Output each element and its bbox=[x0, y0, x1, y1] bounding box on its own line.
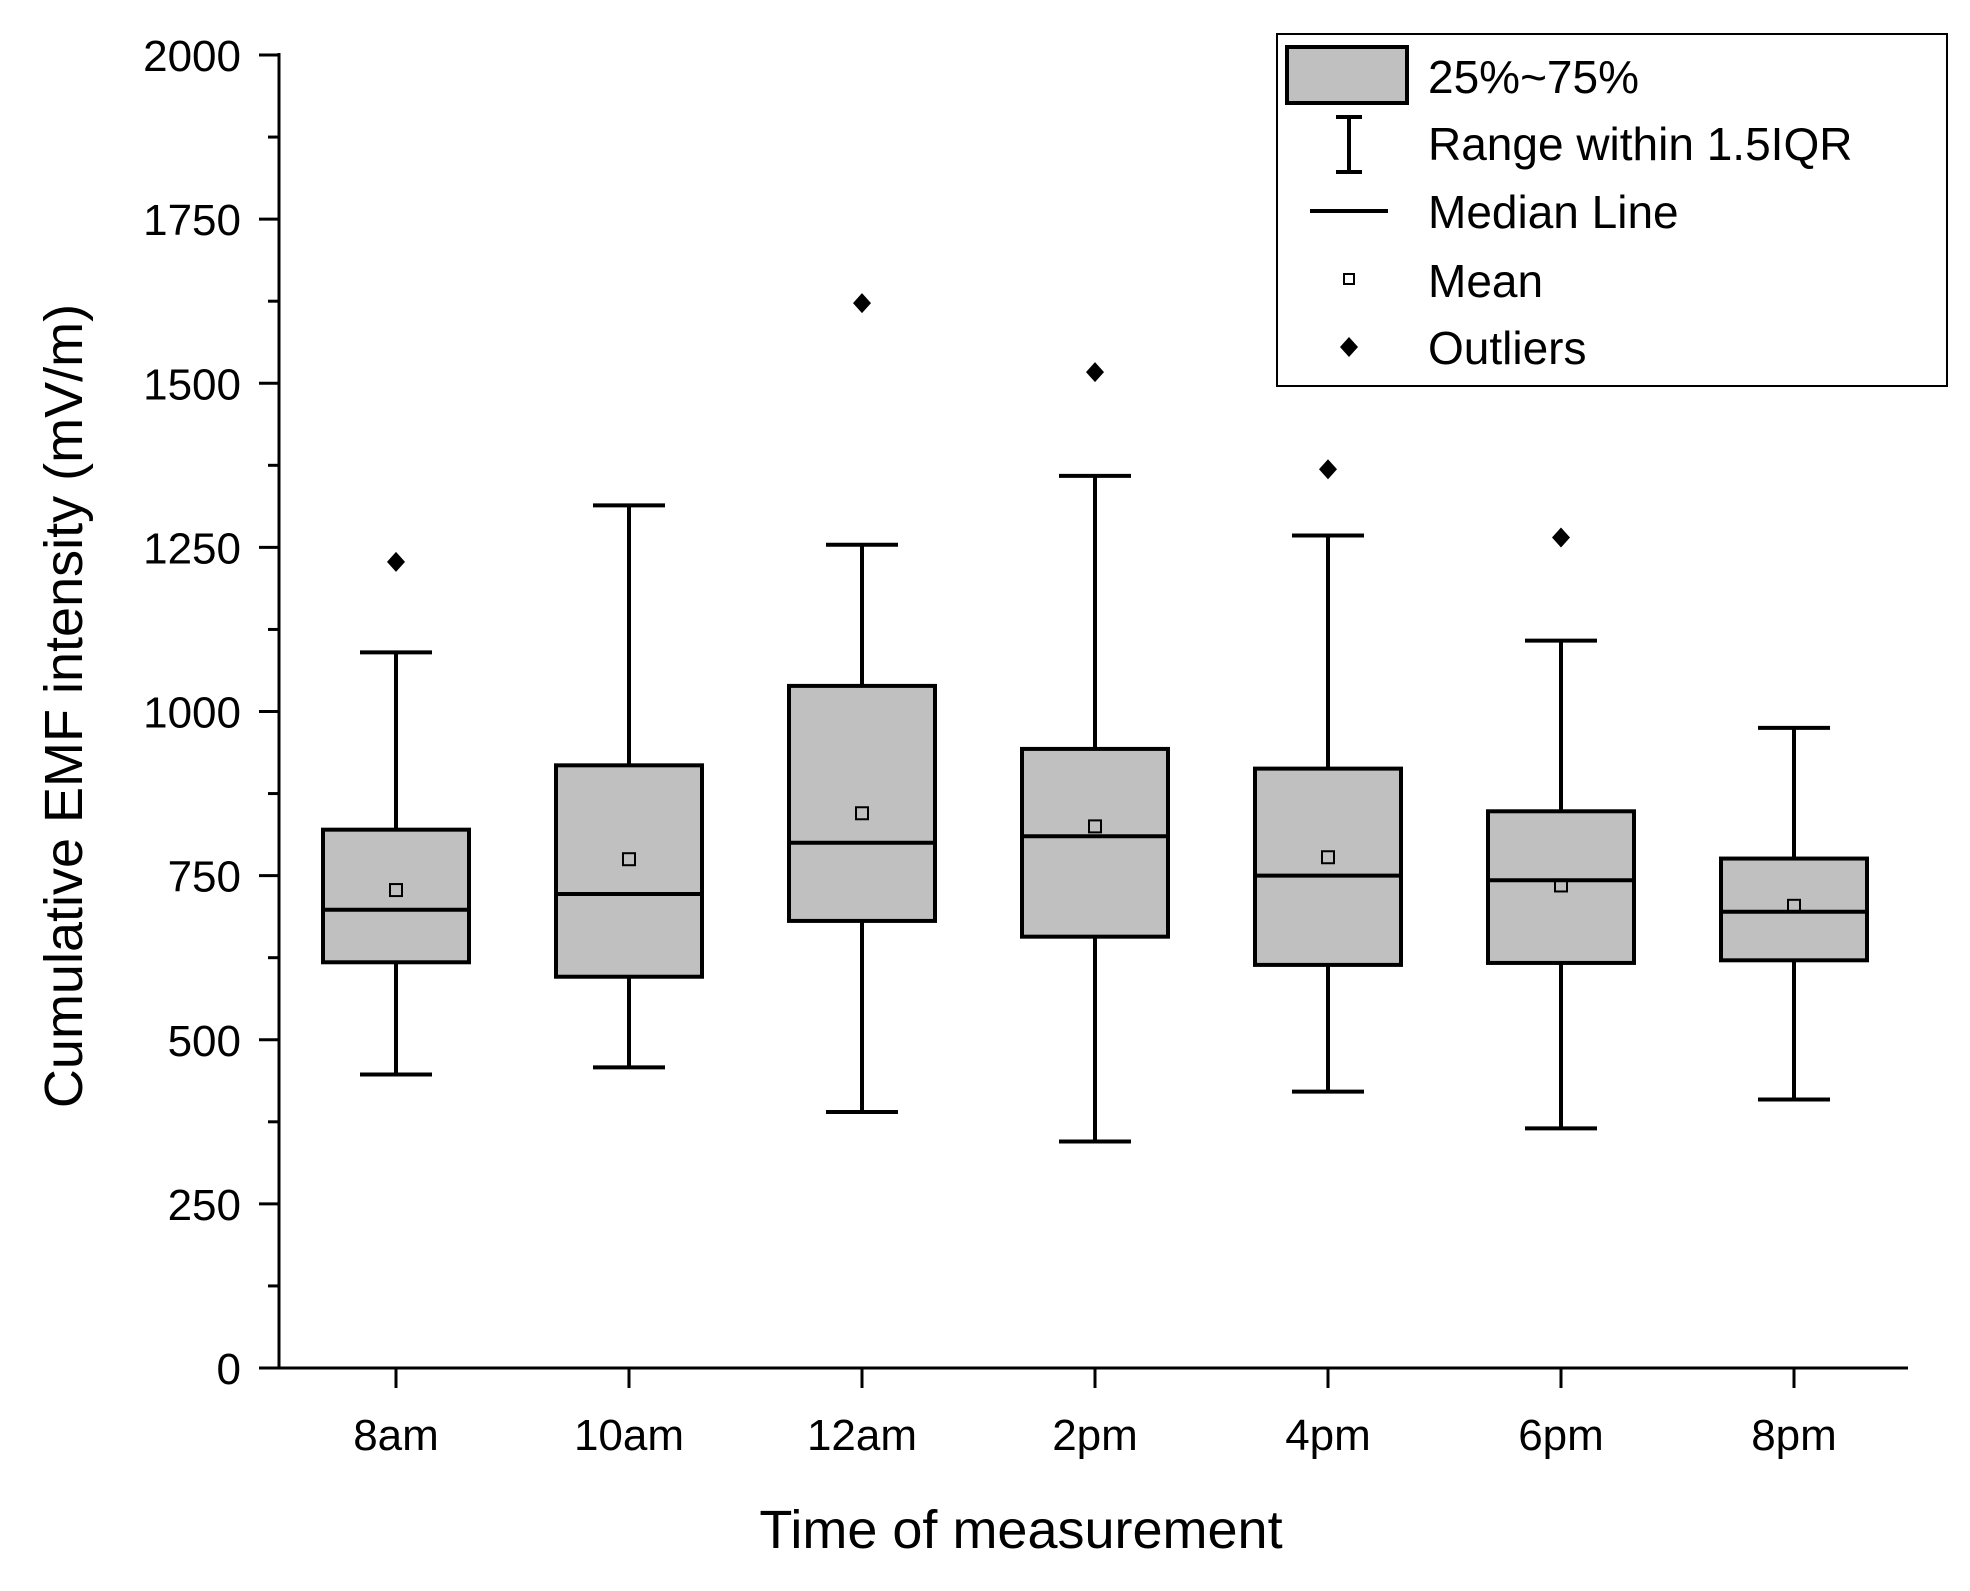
y-tick-label: 250 bbox=[168, 1181, 241, 1230]
box-series bbox=[321, 293, 1869, 1144]
mean-marker bbox=[1321, 850, 1335, 865]
mean-marker bbox=[622, 852, 636, 867]
x-tick-label: 2pm bbox=[1052, 1411, 1138, 1460]
outlier-point bbox=[1319, 459, 1337, 480]
x-tick-label: 8pm bbox=[1751, 1411, 1837, 1460]
mean-marker bbox=[389, 883, 403, 898]
legend: 25%~75% Range within 1.5IQR Median Line … bbox=[1276, 33, 1948, 387]
y-tick-label: 1750 bbox=[143, 196, 241, 245]
x-tick-label: 6pm bbox=[1518, 1411, 1604, 1460]
iqr-box bbox=[1486, 809, 1636, 965]
y-tick-label: 1500 bbox=[143, 360, 241, 409]
legend-label-outliers: Outliers bbox=[1428, 322, 1586, 374]
axes: 0 250 500 750 1000 1250 1500 1750 2000 8am 10am 12a… bbox=[143, 32, 1908, 1460]
legend-whisker-icon bbox=[1336, 115, 1362, 174]
box-8pm bbox=[1719, 725, 1869, 1102]
x-tick-label: 8am bbox=[353, 1411, 439, 1460]
y-tick-label: 500 bbox=[168, 1017, 241, 1066]
box-12am bbox=[787, 293, 937, 1114]
legend-label-mean: Mean bbox=[1428, 255, 1543, 307]
y-tick-label: 2000 bbox=[143, 32, 241, 81]
mean-marker bbox=[1554, 878, 1568, 893]
legend-mean-icon bbox=[1343, 273, 1355, 285]
mean-marker bbox=[1787, 898, 1801, 913]
y-tick-label: 750 bbox=[168, 853, 241, 902]
iqr-box bbox=[1719, 856, 1869, 963]
mean-marker bbox=[1088, 819, 1102, 834]
outlier-point bbox=[1552, 527, 1570, 548]
x-axis-title: Time of measurement bbox=[759, 1500, 1282, 1560]
legend-label-iqr: 25%~75% bbox=[1428, 51, 1639, 103]
x-tick-label: 4pm bbox=[1285, 1411, 1371, 1460]
x-tick-label: 10am bbox=[574, 1411, 684, 1460]
box-8am bbox=[321, 551, 471, 1077]
box-2pm bbox=[1020, 362, 1170, 1144]
box-10am bbox=[554, 503, 704, 1070]
legend-label-median: Median Line bbox=[1428, 186, 1679, 238]
y-tick-label: 0 bbox=[217, 1345, 241, 1394]
iqr-box bbox=[554, 763, 704, 979]
outlier-point bbox=[1086, 362, 1104, 383]
legend-outlier-icon bbox=[1340, 337, 1358, 357]
y-tick-label: 1000 bbox=[143, 689, 241, 738]
iqr-box bbox=[787, 683, 937, 923]
box-6pm bbox=[1486, 527, 1636, 1131]
iqr-box bbox=[1020, 746, 1170, 939]
outlier-point bbox=[387, 551, 405, 572]
y-axis-title: Cumulative EMF intensity (mV/m) bbox=[34, 304, 94, 1108]
box-4pm bbox=[1253, 459, 1403, 1094]
outlier-point bbox=[853, 293, 871, 314]
y-tick-label: 1250 bbox=[143, 524, 241, 573]
iqr-box bbox=[1253, 766, 1403, 967]
legend-label-range: Range within 1.5IQR bbox=[1428, 118, 1852, 170]
mean-marker bbox=[855, 806, 869, 821]
x-tick-label: 12am bbox=[807, 1411, 917, 1460]
legend-box-swatch bbox=[1285, 45, 1409, 105]
